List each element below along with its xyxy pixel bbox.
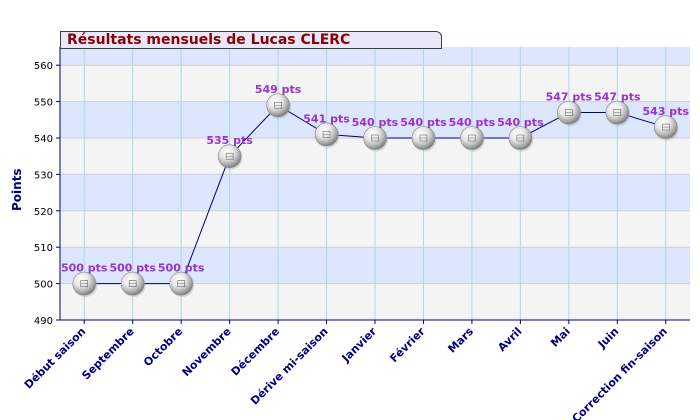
data-label: 540 pts — [449, 116, 496, 129]
y-tick-label: 490 — [34, 316, 53, 327]
x-tick-label: Mars — [445, 325, 476, 356]
chart-title-box: Résultats mensuels de Lucas CLERC — [60, 31, 442, 49]
data-point-marker — [460, 126, 485, 152]
data-point-marker — [314, 122, 340, 148]
x-tick-label: Septembre — [79, 325, 136, 382]
x-tick-label: Mai — [548, 325, 573, 350]
data-point-marker — [508, 126, 534, 152]
data-label: 549 pts — [255, 83, 302, 96]
x-tick-label: Juin — [595, 325, 622, 352]
x-tick-label: Début saison — [22, 325, 89, 392]
data-label: 547 pts — [546, 91, 593, 104]
y-tick-label: 550 — [34, 98, 53, 109]
data-point-marker — [72, 271, 98, 298]
y-tick-label: 530 — [34, 170, 53, 181]
data-point-marker — [266, 93, 292, 119]
x-tick-label: Correction fin-saison — [570, 325, 670, 420]
data-label: 541 pts — [303, 112, 350, 125]
data-point-marker — [169, 271, 195, 298]
data-label: 500 pts — [109, 262, 156, 275]
data-label: 547 pts — [594, 91, 641, 104]
data-label: 540 pts — [400, 116, 447, 129]
data-point-marker — [605, 100, 631, 127]
y-tick-label: 510 — [34, 243, 53, 254]
x-tick-label: Février — [387, 325, 428, 366]
data-point-marker — [653, 115, 679, 141]
data-label: 500 pts — [158, 262, 205, 275]
data-label: 535 pts — [206, 134, 253, 147]
x-tick-label: Décembre — [229, 325, 283, 379]
data-point-marker — [120, 271, 146, 298]
y-tick-label: 500 — [34, 280, 53, 291]
y-axis-label: Points — [10, 168, 24, 211]
data-label: 500 pts — [61, 262, 108, 275]
data-point-marker — [363, 126, 388, 152]
data-point-marker — [557, 100, 582, 127]
data-label: 543 pts — [643, 105, 690, 118]
data-label: 540 pts — [497, 116, 544, 129]
y-tick-label: 520 — [34, 207, 53, 218]
x-tick-label: Octobre — [141, 325, 185, 369]
data-point-marker — [411, 126, 437, 152]
chart-title: Résultats mensuels de Lucas CLERC — [67, 32, 351, 48]
data-point-marker — [217, 144, 243, 170]
data-label: 540 pts — [352, 116, 399, 129]
x-tick-label: Janvier — [339, 325, 380, 366]
y-tick-label: 560 — [34, 61, 53, 72]
x-tick-label: Avril — [495, 325, 524, 354]
x-tick-label: Novembre — [180, 325, 234, 379]
y-tick-label: 540 — [34, 134, 53, 145]
